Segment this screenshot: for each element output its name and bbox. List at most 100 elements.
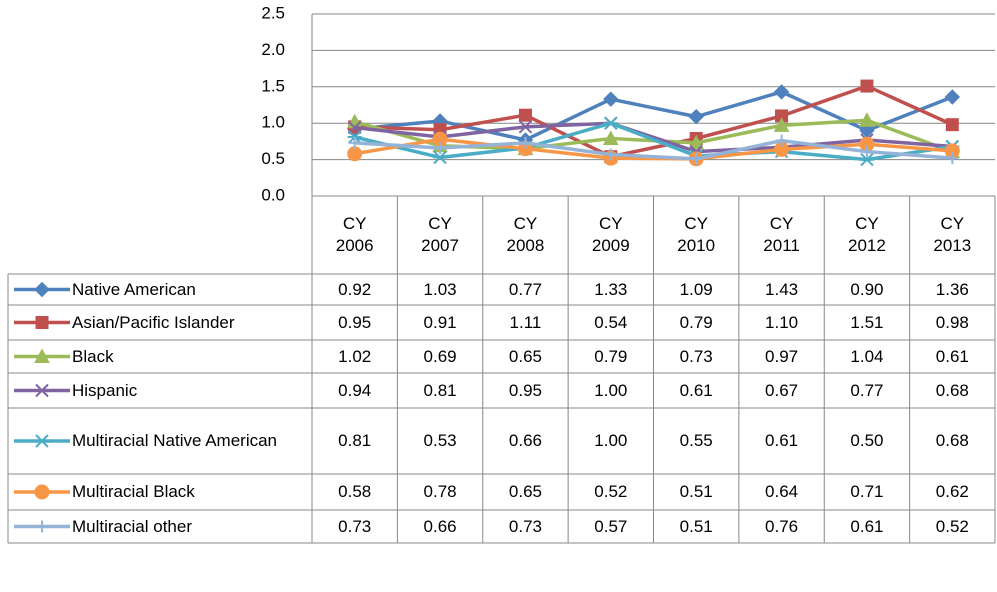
marker — [946, 152, 959, 165]
marker — [688, 108, 704, 125]
table-value: 0.66 — [508, 431, 542, 450]
table-value: 1.04 — [850, 346, 884, 366]
table-value: 0.73 — [508, 516, 542, 536]
table-value: 0.91 — [423, 312, 457, 332]
marker — [688, 134, 705, 150]
table-value: 0.65 — [508, 482, 542, 501]
table-value: 0.95 — [508, 380, 542, 400]
legend-marker — [34, 348, 50, 363]
marker — [773, 84, 790, 100]
legend-label: Black — [72, 346, 114, 366]
table-value: 0.78 — [423, 482, 457, 501]
table-value: 0.81 — [338, 431, 372, 450]
marker — [859, 112, 875, 127]
table-value: 0.55 — [679, 431, 713, 450]
table-value: 0.65 — [508, 346, 542, 366]
table-value: 1.11 — [509, 312, 542, 332]
table-value: 0.50 — [850, 431, 884, 450]
marker — [602, 130, 619, 145]
marker — [775, 134, 788, 147]
legend-marker — [35, 383, 49, 398]
table-value: 0.68 — [935, 431, 969, 450]
table-value: 0.52 — [594, 482, 628, 501]
legend-marker — [35, 316, 49, 329]
table-value: 0.64 — [765, 482, 799, 501]
y-tick-label: 2.5 — [261, 3, 285, 22]
table-value: 1.43 — [765, 279, 799, 299]
legend-marker — [34, 484, 50, 500]
x-tick-label: CY 2011 — [763, 214, 800, 255]
marker — [860, 145, 873, 158]
marker — [347, 120, 362, 135]
line — [354, 121, 953, 162]
table-value: 0.77 — [850, 380, 884, 400]
marker — [519, 136, 532, 149]
table-value: 0.61 — [679, 380, 713, 400]
table-value: 1.03 — [423, 279, 457, 299]
table-value: 0.73 — [338, 516, 372, 536]
y-tick-label: 0.0 — [261, 185, 285, 204]
marker — [603, 116, 618, 130]
legend-marker — [36, 520, 48, 533]
table-value: 0.79 — [594, 346, 628, 366]
table-value: 0.68 — [935, 380, 969, 400]
table-value: 0.81 — [423, 380, 457, 400]
marker — [944, 89, 961, 105]
x-tick-label: CY 2006 — [335, 214, 374, 255]
line — [354, 137, 953, 161]
table-value: 0.92 — [338, 279, 372, 299]
table-value: 0.90 — [850, 279, 884, 299]
marker — [518, 108, 532, 122]
table-value: 0.51 — [679, 482, 713, 501]
line — [354, 121, 953, 154]
table-value: 0.97 — [765, 346, 799, 366]
x-tick-label: CY 2009 — [591, 214, 630, 255]
table-value: 0.69 — [423, 346, 457, 366]
table-value: 1.36 — [935, 279, 969, 299]
legend-label: Asian/Pacific Islander — [72, 312, 235, 332]
y-tick-label: 2.0 — [261, 40, 285, 59]
table-value: 0.53 — [423, 431, 457, 450]
x-tick-label: CY 2012 — [848, 214, 886, 255]
table-value: 1.09 — [679, 279, 713, 299]
table-value: 1.33 — [594, 279, 628, 299]
table-value: 0.58 — [338, 482, 372, 501]
table-value: 1.00 — [594, 380, 628, 400]
marker — [945, 118, 959, 132]
table-value: 0.54 — [594, 312, 628, 332]
table-value: 0.94 — [338, 380, 372, 400]
x-tick-label: CY 2007 — [421, 214, 459, 255]
table-value: 0.76 — [765, 516, 799, 536]
marker — [859, 152, 874, 167]
legend-label: Multiracial Black — [72, 482, 195, 501]
marker — [518, 120, 533, 134]
line — [354, 90, 953, 142]
x-tick-label: CY 2010 — [677, 214, 716, 255]
table-value: 0.71 — [850, 482, 884, 501]
marker — [860, 79, 874, 93]
marker — [690, 152, 703, 165]
series — [348, 134, 959, 165]
table-value: 1.02 — [338, 346, 372, 366]
marker — [348, 136, 361, 149]
table-value: 0.98 — [935, 312, 969, 332]
table-value: 0.52 — [935, 516, 969, 536]
table-value: 0.95 — [338, 312, 372, 332]
table-value: 0.73 — [679, 346, 713, 366]
legend-label: Multiracial Native American — [72, 431, 278, 450]
marker — [603, 91, 619, 107]
table-value: 0.79 — [679, 312, 713, 332]
legend-marker — [35, 434, 49, 448]
line — [354, 138, 953, 161]
line — [354, 84, 954, 159]
table-value: 0.66 — [423, 516, 457, 536]
table-value: 1.00 — [594, 431, 628, 450]
table-value: 0.61 — [935, 346, 969, 366]
legend-label: Multiracial other — [72, 516, 192, 536]
marker — [433, 150, 448, 165]
x-tick-label: CY 2013 — [933, 214, 972, 255]
legend-label: Hispanic — [72, 380, 138, 400]
marker — [434, 141, 447, 154]
